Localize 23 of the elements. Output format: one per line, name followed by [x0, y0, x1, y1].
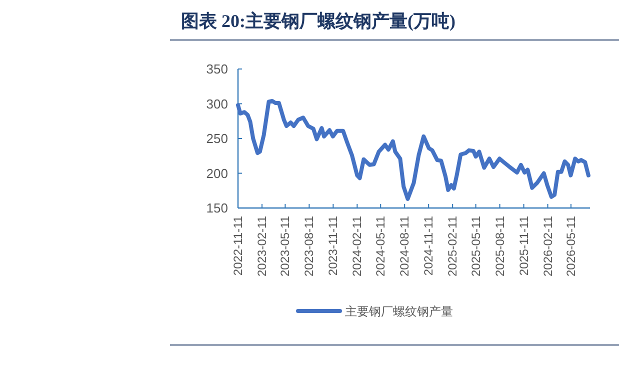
x-tick-label: 2025-08-11 [492, 216, 507, 276]
x-tick-label: 2023-02-11 [254, 216, 269, 276]
y-tick-label: 200 [206, 166, 228, 181]
y-tick-label: 250 [206, 131, 228, 146]
y-tick-label: 150 [206, 200, 228, 216]
x-tick-label: 2022-11-11 [231, 216, 245, 276]
chart-title: 图表 20:主要钢厂螺纹钢产量(万吨) [181, 11, 456, 31]
x-tick-label: 2024-08-11 [398, 216, 412, 276]
y-tick-label: 350 [206, 62, 228, 76]
x-tick-label: 2024-05-11 [374, 216, 388, 276]
x-tick-label: 2024-02-11 [350, 216, 364, 276]
x-tick-label: 2023-08-11 [302, 216, 316, 276]
x-tick-label: 2025-02-11 [446, 216, 460, 276]
x-tick-label: 2026-02-11 [540, 216, 555, 276]
x-tick-label: 2023-11-11 [326, 216, 340, 276]
x-tick-label: 2025-05-11 [468, 216, 483, 276]
x-tick-label: 2023-05-11 [278, 216, 292, 276]
y-tick-label: 300 [206, 96, 228, 112]
line-series [236, 98, 590, 201]
x-tick-label: 2025-11-11 [516, 216, 531, 276]
x-tick-label: 2026-05-11 [564, 216, 578, 276]
x-tick-label: 2024-11-11 [422, 216, 436, 276]
legend-label: 主要钢厂螺纹钢产量 [345, 304, 453, 318]
